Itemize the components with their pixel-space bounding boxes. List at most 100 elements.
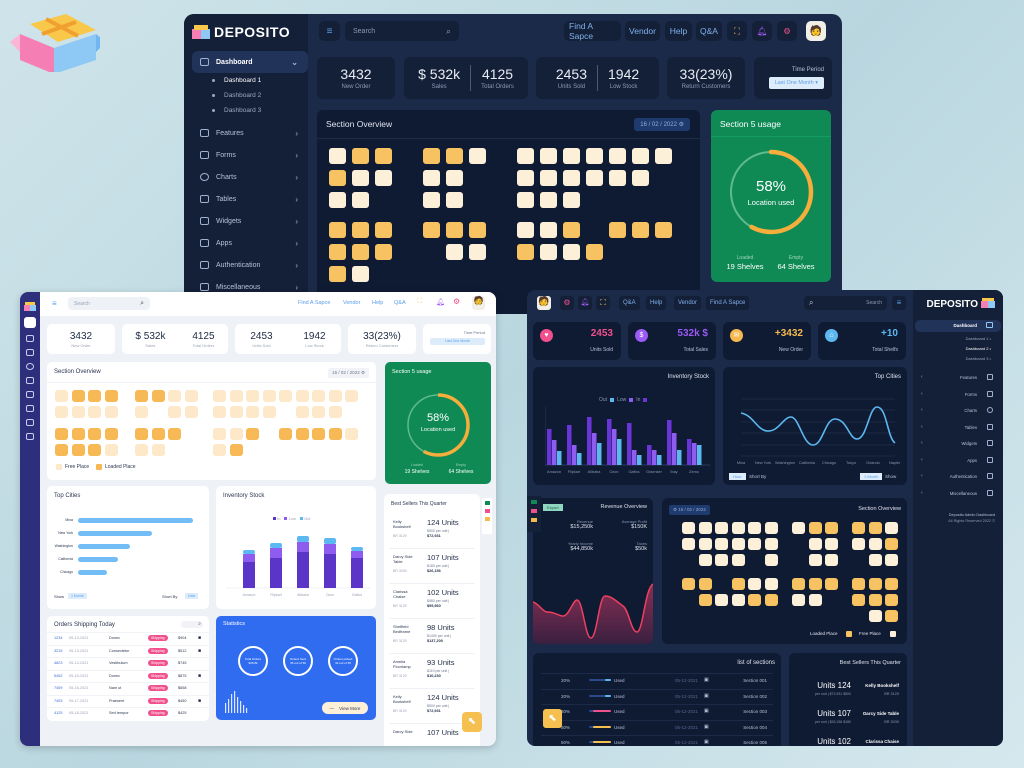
qa-link[interactable]: Q&A [619,296,640,310]
shelf-cell[interactable] [609,170,626,186]
shelf-cell[interactable] [328,428,342,440]
shelf-cell[interactable] [352,170,369,186]
shelf-cell[interactable] [55,428,68,440]
shelf-cell[interactable] [682,522,695,534]
sidebar-item-features[interactable]: ‹ Features [915,372,1001,384]
shelf-cell[interactable] [731,522,745,534]
shelf-cell[interactable] [682,538,695,550]
list-item[interactable]: Units 124 per unit | $72,931 $500 Kelly … [793,681,903,707]
sidebar-item-apps[interactable]: Apps › [192,232,308,254]
table-row[interactable]: 60% Used 05-12-2021 ▣ Section 003 [541,704,773,719]
search-input[interactable]: Search ⌕ [345,21,459,41]
table-row[interactable]: 5452 05-15-2021 Donec Shipping $875 ■ [47,669,209,682]
shelf-cell[interactable] [329,266,346,282]
table-row[interactable]: 7453 05-17-2021 Praesent Shipping $450 ■ [47,694,209,707]
shelf-cell[interactable] [352,222,369,238]
shelf-cell[interactable] [715,594,728,606]
shelf-cell[interactable] [655,148,672,164]
shelf-cell[interactable] [825,554,838,566]
shelf-cell[interactable] [868,594,882,606]
shelf-cell[interactable] [262,390,276,402]
shelf-cell[interactable] [446,148,463,164]
gear-icon[interactable]: ⚙ [560,296,574,310]
shelf-cell[interactable] [698,578,712,590]
shelf-cell[interactable] [586,244,603,260]
list-item[interactable]: Darcy Side Table BR 3039 107 Units $180 … [389,551,475,584]
shelf-cell[interactable] [423,148,440,164]
sidebar-icon-tables[interactable] [26,377,34,384]
shelf-cell[interactable] [423,170,440,186]
shelf-cell[interactable] [469,148,486,164]
vendor-link[interactable]: Vendor [674,296,702,310]
sidebar-item-forms[interactable]: ‹ Forms [915,389,1001,401]
shelf-cell[interactable] [540,170,557,186]
shelf-cell[interactable] [423,192,440,208]
shelf-cell[interactable] [279,428,292,440]
sidebar-item-widgets[interactable]: ‹ Widgets [915,438,1001,450]
shelf-cell[interactable] [682,578,695,590]
shelf-cell[interactable] [246,428,259,440]
vendor-link[interactable]: Vendor [625,21,660,41]
sidebar-item-dashboard[interactable]: Dashboard ⌄ [192,51,308,73]
shelf-cell[interactable] [808,554,822,566]
shelf-cell[interactable] [168,406,181,418]
sidebar-icon-features[interactable] [26,335,34,342]
shelf-cell[interactable] [517,244,534,260]
list-item[interactable]: Clarissa Chaise BR 3129 102 Units $980 p… [389,586,475,619]
gear-icon[interactable]: ⚙ [453,297,461,306]
menu-toggle-button[interactable]: ≡ [52,299,57,308]
time-period-select[interactable]: Last One Month [430,338,485,345]
shelf-cell[interactable] [423,222,440,238]
settings-button[interactable]: ⚙ [777,21,797,41]
shelf-cell[interactable] [868,538,882,550]
shelf-cell[interactable] [731,538,745,550]
shelf-cell[interactable] [71,428,85,440]
shelf-cell[interactable] [540,192,557,208]
qa-link[interactable]: Q&A [696,21,722,41]
scroll-to-top-button[interactable]: ⬉ [543,709,562,728]
search-input[interactable]: ⌕ Search [804,296,887,310]
shelf-cell[interactable] [852,594,865,606]
shelf-cell[interactable] [446,192,463,208]
shelf-cell[interactable] [868,554,882,566]
shelf-cell[interactable] [469,244,486,260]
shelf-cell[interactable] [375,148,392,164]
shelf-cell[interactable] [352,192,369,208]
menu-toggle-button[interactable]: ≡ [892,296,906,310]
sidebar-icon-dashboard[interactable] [24,317,36,328]
shelf-cell[interactable] [104,406,118,418]
shelf-cell[interactable] [279,390,292,402]
shelf-cell[interactable] [88,428,101,440]
shelf-cell[interactable] [135,406,148,418]
shelf-cell[interactable] [731,578,745,590]
shelf-cell[interactable] [328,406,342,418]
find-space-link[interactable]: Find A Sapce [298,300,331,306]
shelf-cell[interactable] [71,390,85,402]
sidebar-subitem-dashboard-1[interactable]: Dashboard 1 [192,73,308,88]
shelf-cell[interactable] [808,538,822,550]
shelf-cell[interactable] [55,444,68,456]
shelf-cell[interactable] [609,222,626,238]
shelf-cell[interactable] [715,522,728,534]
table-row[interactable]: 20% Used 05-12-2021 ▣ Section 001 [541,673,773,688]
shelf-cell[interactable] [329,170,346,186]
shelf-cell[interactable] [792,578,805,590]
table-row[interactable]: 1234 05-13-2021 Donec Shipping $904 ■ [47,632,209,644]
shelf-cell[interactable] [295,406,309,418]
sidebar-item-charts[interactable]: ‹ Charts [915,405,1001,417]
shelf-cell[interactable] [698,522,712,534]
list-item[interactable]: Kelly Bookshelf BR 3129 124 Units $500 p… [389,516,475,549]
shelf-cell[interactable] [885,578,898,590]
shelf-cell[interactable] [764,538,778,550]
date-picker[interactable]: 16 / 02 / 2022 ⚙ [634,118,690,131]
shelf-cell[interactable] [764,594,778,606]
shelf-cell[interactable] [808,578,822,590]
shelf-cell[interactable] [540,148,557,164]
shelf-cell[interactable] [213,406,226,418]
sidebar-icon-charts[interactable] [26,363,34,370]
shelf-cell[interactable] [135,444,148,456]
show-select[interactable]: 1 Month [860,473,883,480]
sidebar-item-charts[interactable]: Charts › [192,166,308,188]
shelf-cell[interactable] [184,390,198,402]
sidebar-icon-widgets[interactable] [26,391,34,398]
